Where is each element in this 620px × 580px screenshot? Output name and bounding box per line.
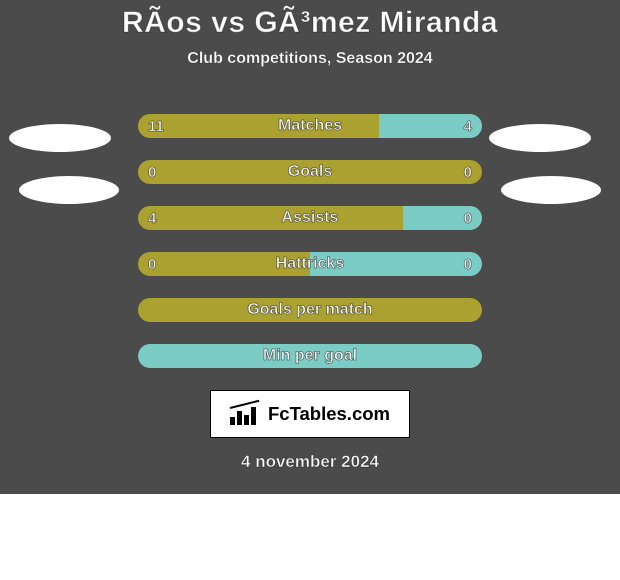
stat-left-value: 4 bbox=[148, 206, 156, 230]
stat-left-segment bbox=[138, 114, 379, 138]
stat-right-value: 0 bbox=[464, 160, 472, 184]
stat-right-value: 0 bbox=[464, 206, 472, 230]
stat-left-value: 0 bbox=[148, 160, 156, 184]
source-badge-text: FcTables.com bbox=[268, 403, 390, 425]
stat-left-value: 11 bbox=[148, 114, 164, 138]
player-photo-placeholder bbox=[19, 176, 119, 204]
subtitle: Club competitions, Season 2024 bbox=[0, 50, 620, 68]
stat-right-value: 0 bbox=[464, 252, 472, 276]
stat-rows: Matches114Goals00Assists40Hattricks00Goa… bbox=[138, 114, 482, 368]
stat-row: Goals per match bbox=[138, 298, 482, 322]
stat-row: Goals00 bbox=[138, 160, 482, 184]
stat-row: Matches114 bbox=[138, 114, 482, 138]
stat-row: Hattricks00 bbox=[138, 252, 482, 276]
comparison-panel: RÃ­os vs GÃ³mez Miranda Club competition… bbox=[0, 0, 620, 494]
stat-right-segment bbox=[138, 344, 482, 368]
stat-row: Min per goal bbox=[138, 344, 482, 368]
player-photo-placeholder bbox=[501, 176, 601, 204]
page-title: RÃ­os vs GÃ³mez Miranda bbox=[0, 0, 620, 40]
stat-left-segment bbox=[138, 252, 310, 276]
stat-row: Assists40 bbox=[138, 206, 482, 230]
source-badge: FcTables.com bbox=[210, 390, 410, 438]
stat-right-segment bbox=[310, 252, 482, 276]
player-photo-placeholder bbox=[9, 124, 111, 152]
chart-icon bbox=[230, 403, 260, 425]
stat-right-value: 4 bbox=[464, 114, 472, 138]
date-label: 4 november 2024 bbox=[0, 452, 620, 472]
stat-left-value: 0 bbox=[148, 252, 156, 276]
player-photo-placeholder bbox=[489, 124, 591, 152]
stat-left-segment bbox=[138, 160, 482, 184]
stat-left-segment bbox=[138, 298, 482, 322]
stat-left-segment bbox=[138, 206, 403, 230]
